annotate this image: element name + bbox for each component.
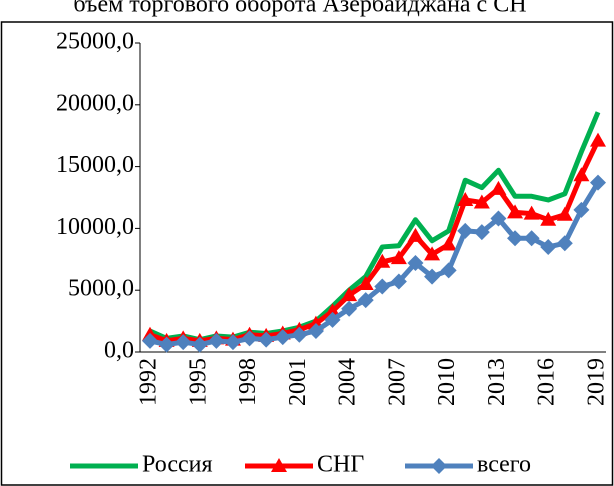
marker: [324, 303, 341, 318]
x-tick-label: 2010: [434, 358, 460, 406]
marker: [274, 329, 291, 346]
marker: [191, 336, 208, 353]
marker: [573, 167, 590, 182]
series-line: [148, 111, 601, 343]
marker: [241, 330, 258, 347]
marker: [507, 204, 524, 219]
marker: [590, 132, 606, 147]
marker: [374, 253, 391, 268]
marker: [473, 224, 490, 241]
marker: [573, 201, 590, 218]
legend-label: Россия: [142, 452, 213, 478]
marker: [440, 236, 457, 251]
marker: [324, 311, 341, 328]
marker: [490, 180, 507, 195]
marker: [424, 246, 441, 261]
marker: [590, 174, 606, 191]
x-tick-label: 2007: [384, 358, 410, 406]
marker: [142, 332, 158, 349]
marker: [175, 334, 192, 351]
marker: [407, 255, 424, 272]
series-line: [149, 181, 601, 348]
x-tick-label: 1995: [185, 358, 211, 406]
y-tick-label: 0,0: [104, 338, 134, 364]
marker: [490, 210, 507, 227]
marker: [457, 191, 474, 206]
x-tick-label: 1998: [235, 358, 261, 406]
marker: [473, 194, 490, 209]
y-tick-label: 25000,0: [56, 29, 134, 55]
marker: [540, 211, 557, 226]
marker: [357, 276, 374, 291]
marker: [390, 250, 407, 265]
x-tick-label: 2013: [484, 358, 510, 406]
marker: [341, 300, 358, 317]
x-tick-label: 1992: [136, 358, 162, 406]
marker: [440, 262, 457, 279]
x-tick-label: 2016: [534, 358, 560, 406]
marker: [556, 235, 573, 252]
marker: [291, 326, 308, 343]
marker: [523, 205, 540, 220]
marker: [431, 458, 447, 474]
frame: [0, 21, 614, 486]
x-tick-label: 2004: [335, 358, 361, 406]
marker: [457, 222, 474, 239]
marker: [507, 230, 524, 247]
marker: [523, 230, 540, 247]
chart-title: бъем торгового оборота Азербайджана с СН: [73, 0, 526, 18]
marker: [357, 292, 374, 309]
marker: [307, 322, 324, 339]
marker: [224, 334, 241, 351]
marker: [390, 273, 407, 290]
marker: [424, 268, 441, 285]
marker: [540, 238, 557, 255]
y-tick-label: 10000,0: [56, 214, 134, 240]
marker: [258, 331, 275, 348]
marker: [374, 278, 391, 295]
x-tick-label: 2001: [285, 358, 311, 406]
x-tick-label: 2019: [584, 358, 610, 406]
marker: [341, 287, 358, 302]
legend-label: всего: [477, 452, 531, 478]
y-tick-label: 15000,0: [56, 152, 134, 178]
y-tick-label: 5000,0: [68, 276, 134, 302]
y-tick-label: 20000,0: [56, 90, 134, 116]
marker: [271, 458, 287, 472]
marker: [556, 206, 573, 221]
marker: [407, 227, 424, 242]
marker: [208, 332, 225, 349]
legend-label: СНГ: [317, 452, 364, 478]
marker: [158, 336, 175, 353]
